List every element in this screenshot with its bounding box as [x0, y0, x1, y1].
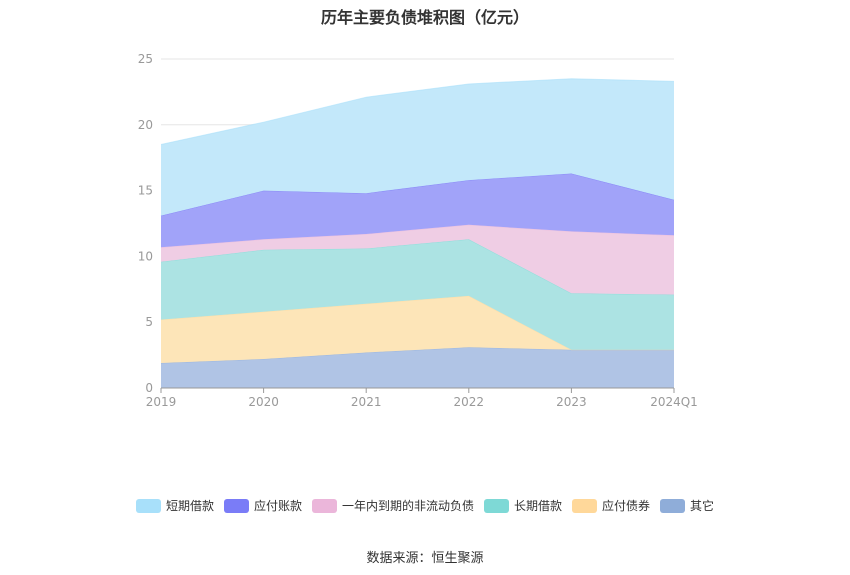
area-series-2	[161, 239, 674, 350]
stacked-area-chart: 0 5 10 15 20 25 2019 2020 2021 2022 2023 2024Q1	[138, 52, 698, 409]
chart-legend: 短期借款 应付账款 一年内到期的非流动负债 长期借款 应付债券 其它	[0, 497, 850, 514]
x-tick-label-0: 2019	[146, 395, 177, 409]
legend-label-4: 应付债券	[602, 499, 651, 513]
legend-label-1: 应付账款	[253, 499, 302, 513]
legend-item-1[interactable]: 应付账款	[223, 497, 302, 514]
legend-swatch-2	[311, 498, 337, 513]
legend-item-3[interactable]: 长期借款	[484, 497, 562, 514]
x-tick-label-5: 2024Q1	[650, 395, 698, 409]
data-source-note: 数据来源：恒生聚源	[366, 551, 484, 566]
legend-label-3: 长期借款	[514, 499, 563, 513]
legend-swatch-5	[660, 498, 686, 513]
y-tick-label-3: 15	[138, 184, 153, 198]
legend-label-2: 一年内到期的非流动负债	[341, 499, 474, 513]
y-tick-label-2: 10	[138, 249, 153, 263]
legend-swatch-4	[572, 498, 598, 513]
legend-item-0[interactable]: 短期借款	[135, 497, 214, 514]
series-line-5	[160, 78, 675, 145]
legend-swatch-0	[135, 498, 161, 513]
legend-swatch-3	[484, 498, 509, 513]
legend-label-5: 其它	[690, 499, 715, 513]
y-tick-label-0: 0	[145, 381, 153, 395]
legend-swatch-1	[223, 498, 249, 513]
area-series-4	[161, 173, 674, 248]
legend-item-4[interactable]: 应付债券	[572, 497, 650, 514]
y-tick-label-4: 20	[138, 118, 153, 132]
chart-title: 历年主要负债堆积图（亿元）	[320, 8, 529, 27]
legend-label-0: 短期借款	[165, 499, 214, 513]
x-tick-label-4: 2023	[556, 395, 587, 409]
x-tick-label-3: 2022	[454, 395, 485, 409]
x-tick-label-2: 2021	[351, 395, 382, 409]
legend-item-2[interactable]: 一年内到期的非流动负债	[311, 497, 474, 514]
legend-item-5[interactable]: 其它	[660, 497, 714, 514]
y-tick-label-1: 5	[145, 315, 153, 329]
area-series-3	[161, 224, 674, 295]
x-tick-label-1: 2020	[248, 395, 279, 409]
area-series-1	[161, 295, 674, 363]
y-tick-label-5: 25	[138, 52, 153, 66]
area-series-5	[161, 78, 674, 216]
